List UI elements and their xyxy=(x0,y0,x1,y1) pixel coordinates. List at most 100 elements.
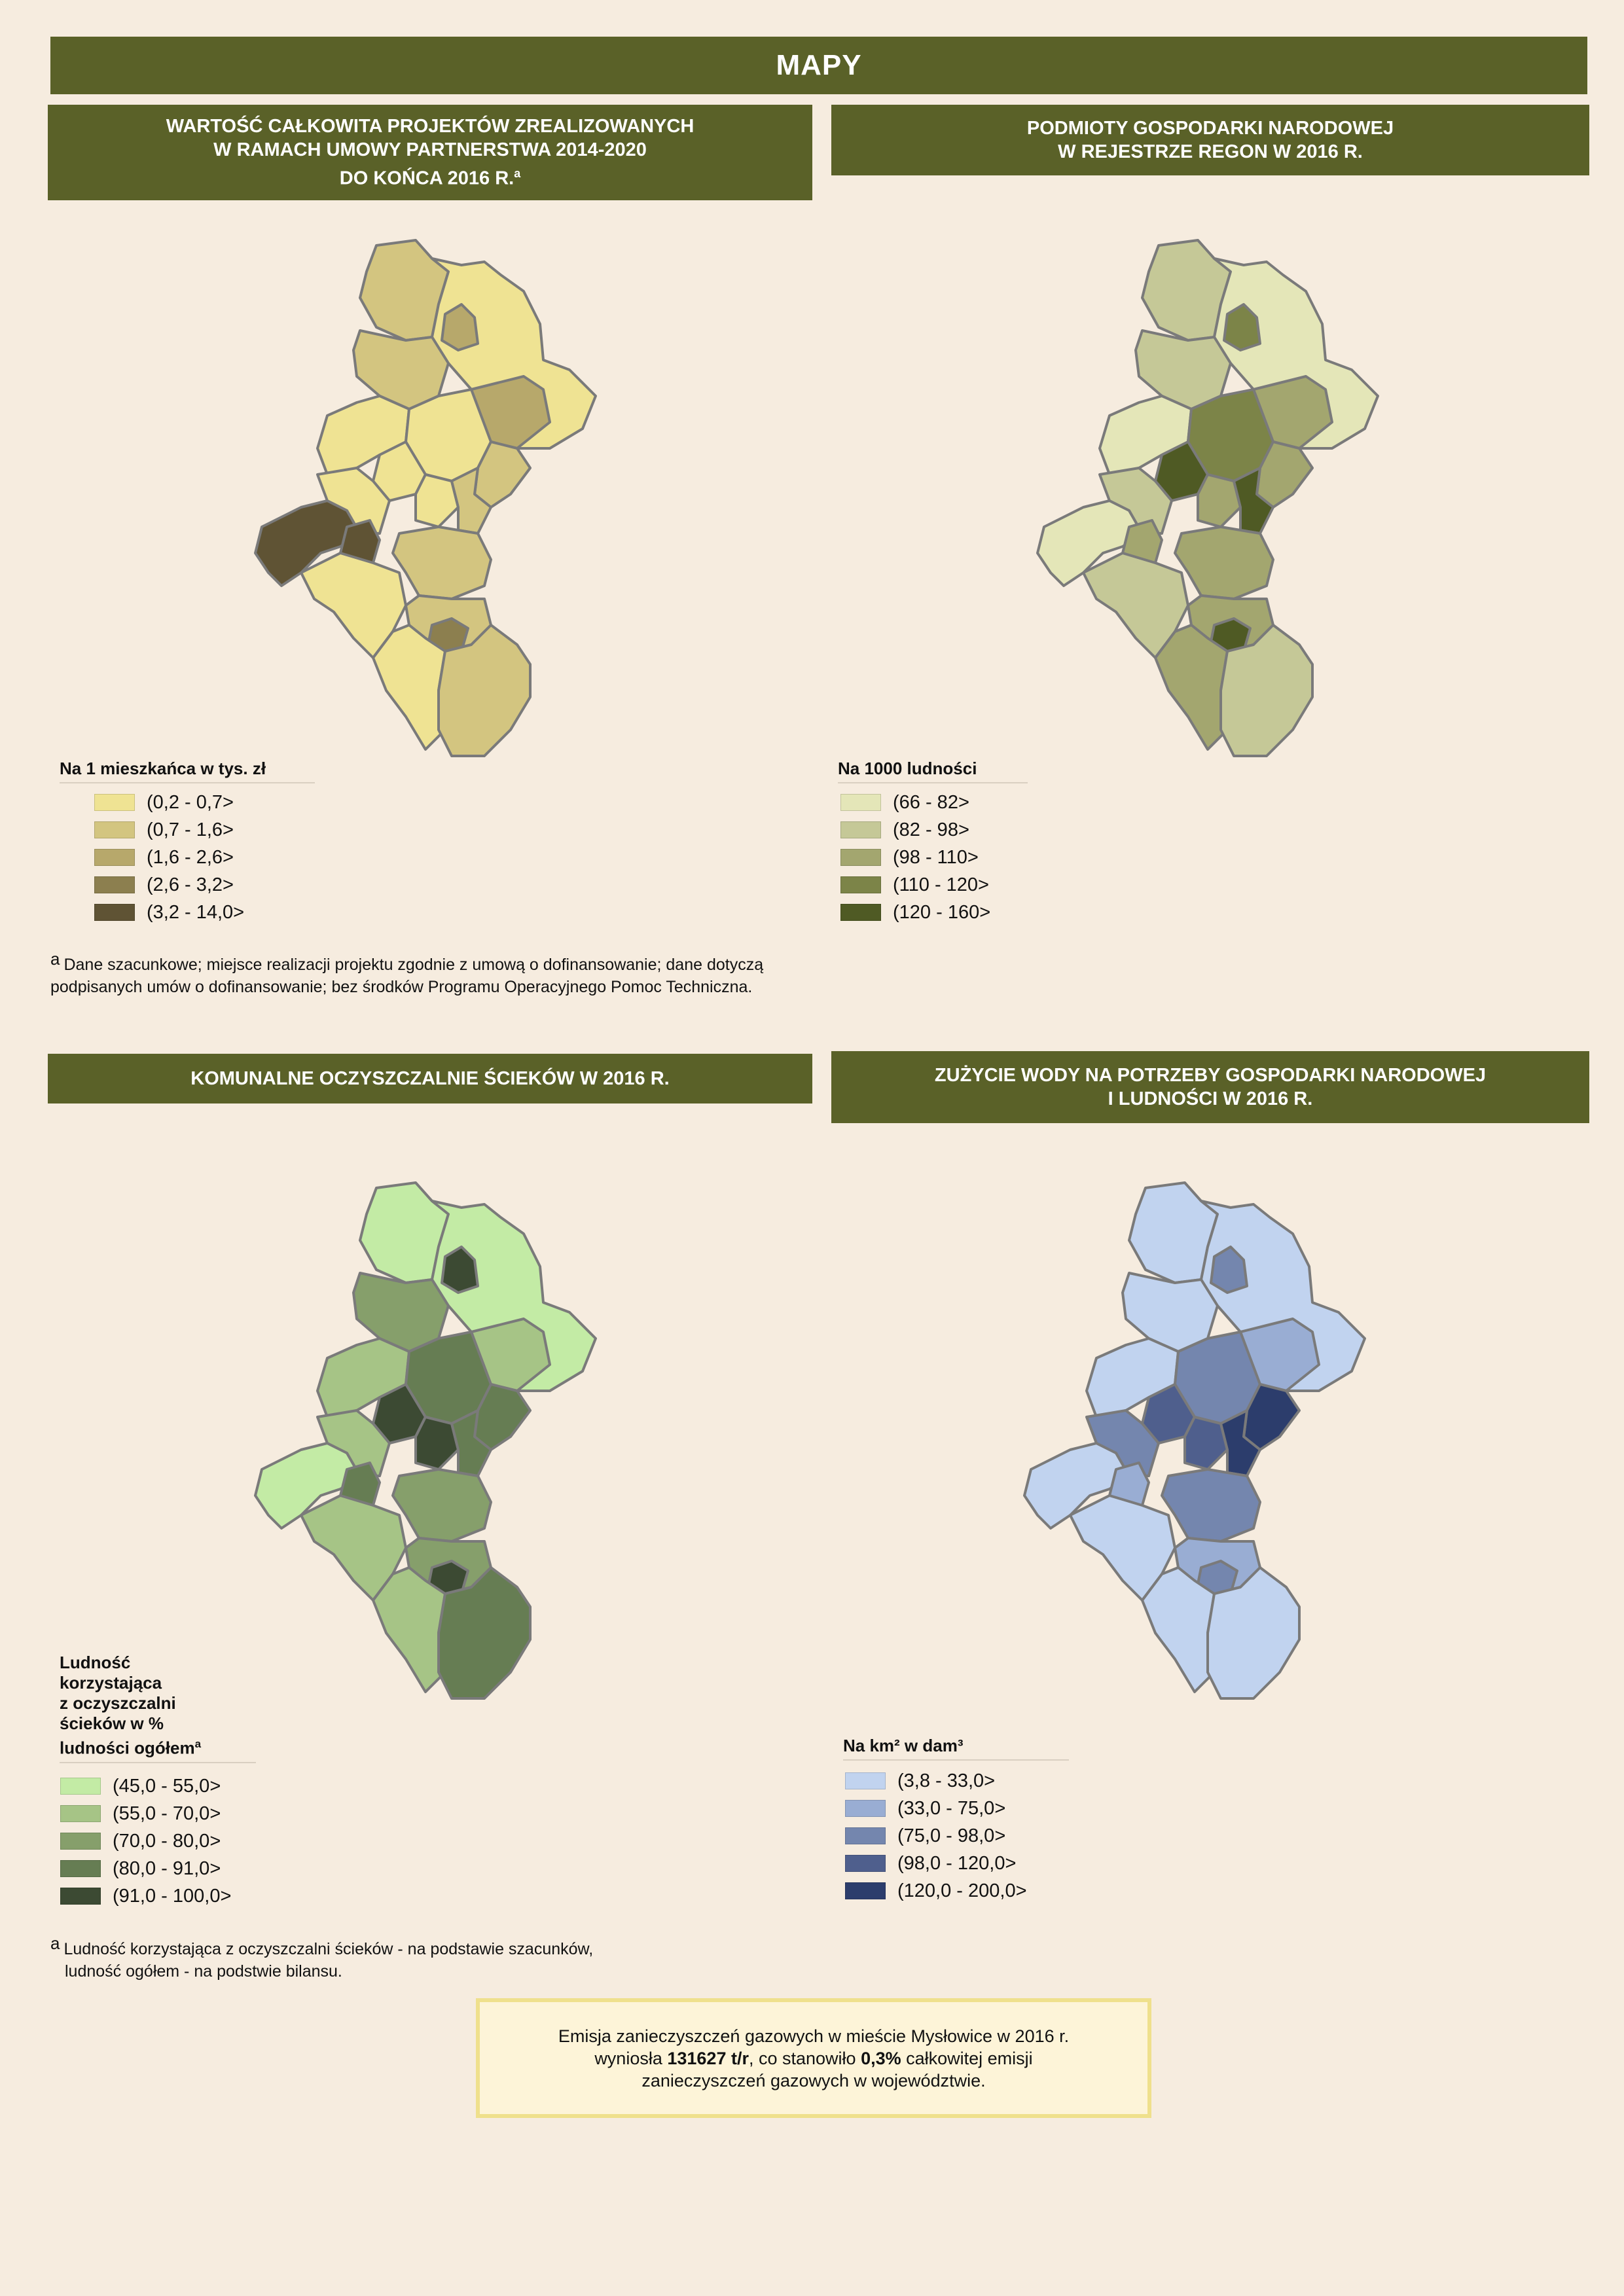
footnote-mark: a xyxy=(50,949,60,969)
map1-region-north-enclave xyxy=(441,303,479,351)
map2-region-map xyxy=(1036,239,1379,757)
legend-item: (98 - 110> xyxy=(840,844,990,871)
map4-region-map xyxy=(1023,1181,1366,1700)
map2-region-urban-3 xyxy=(1233,467,1274,535)
legend-label: (82 - 98> xyxy=(893,819,969,840)
legend-swatch xyxy=(845,1827,886,1844)
map3-region-south-far xyxy=(372,1566,446,1693)
legend-swatch xyxy=(845,1772,886,1789)
legend-item: (0,2 - 0,7> xyxy=(94,789,244,816)
legend-label: (66 - 82> xyxy=(893,791,969,813)
info-line-3: zanieczyszczeń gazowych w województwie. xyxy=(641,2070,986,2090)
legend-item: (45,0 - 55,0> xyxy=(60,1772,231,1800)
legend-swatch xyxy=(60,1860,101,1877)
legend-swatch xyxy=(94,821,135,838)
map3-region-north-enclave xyxy=(441,1246,479,1294)
map4-region-west-lower xyxy=(1085,1409,1160,1477)
map3-legend-title: Ludność korzystająca z oczyszczalni ście… xyxy=(60,1653,201,1759)
footnote-text: Dane szacunkowe; miejsce realizacji proj… xyxy=(50,956,764,996)
map2-region-west-lower xyxy=(1098,467,1173,535)
map1-region-south-far xyxy=(372,624,446,751)
map2-region-north-enclave xyxy=(1223,303,1261,351)
map3-legend-title-line-2: korzystająca xyxy=(60,1673,162,1693)
info-line-2-middle: , co stanowiło xyxy=(748,2048,861,2068)
footnote-mark: a xyxy=(50,1933,60,1953)
info-line-2-suffix: całkowitej emisji xyxy=(901,2048,1033,2068)
legend-label: (75,0 - 98,0> xyxy=(897,1825,1006,1846)
map3-footnote: a Ludność korzystająca z oczyszczalni ści… xyxy=(50,1932,816,1982)
legend-swatch xyxy=(94,904,135,921)
legend-label: (33,0 - 75,0> xyxy=(897,1797,1006,1819)
page-title: MAPY xyxy=(50,37,1587,94)
legend-label: (98 - 110> xyxy=(893,846,979,868)
legend-item: (1,6 - 2,6> xyxy=(94,844,244,871)
map3-legend-note: a xyxy=(194,1738,202,1750)
map4-legend-title: Na km² w dam³ xyxy=(843,1736,964,1755)
map3-legend-title-line-3: z oczyszczalni xyxy=(60,1693,176,1713)
legend-label: (70,0 - 80,0> xyxy=(113,1830,221,1852)
legend-swatch xyxy=(94,876,135,893)
map2-title-banner: PODMIOTY GOSPODARKI NARODOWEJ W REJESTRZ… xyxy=(831,105,1589,175)
map1-regions xyxy=(254,239,597,757)
map3-region-far-west xyxy=(254,1442,361,1530)
legend-item: (120 - 160> xyxy=(840,899,990,926)
map2-title-line-1: PODMIOTY GOSPODARKI NARODOWEJ xyxy=(1026,118,1394,139)
share-value: 0,3% xyxy=(861,2048,901,2068)
emission-value: 131627 t/r xyxy=(667,2048,749,2068)
legend-item: (120,0 - 200,0> xyxy=(845,1877,1027,1905)
map4-title-line-2: I LUDNOŚCI W 2016 R. xyxy=(1108,1088,1313,1109)
map4-region-north-enclave xyxy=(1210,1246,1248,1294)
map1-footnote: a Dane szacunkowe; miejsce realizacji pro… xyxy=(50,948,816,998)
map1-region-south-center xyxy=(391,526,492,600)
map3-legend: (45,0 - 55,0> (55,0 - 70,0> (70,0 - 80,0… xyxy=(60,1772,231,1910)
map1-title-line-3: DO KOŃCA 2016 R. xyxy=(339,168,514,189)
legend-label: (0,2 - 0,7> xyxy=(147,791,234,813)
legend-label: (120,0 - 200,0> xyxy=(897,1880,1027,1901)
map4-regions xyxy=(1023,1181,1366,1700)
legend-item: (70,0 - 80,0> xyxy=(60,1827,231,1855)
map3-title-banner: KOMUNALNE OCZYSZCZALNIE ŚCIEKÓW W 2016 R… xyxy=(48,1054,812,1103)
map3-region-south-center xyxy=(391,1468,492,1543)
map2-region-south-center xyxy=(1174,526,1274,600)
map3-region-south-east xyxy=(437,1566,532,1700)
map1-title-note: a xyxy=(514,167,521,181)
map3-region-map xyxy=(254,1181,597,1700)
legend-swatch xyxy=(94,794,135,811)
map3-region-west-lower xyxy=(316,1409,391,1477)
map4-legend: (3,8 - 33,0> (33,0 - 75,0> (75,0 - 98,0>… xyxy=(845,1767,1027,1905)
legend-item: (2,6 - 3,2> xyxy=(94,871,244,899)
legend-label: (120 - 160> xyxy=(893,901,991,923)
map4-region-south-far xyxy=(1141,1566,1216,1693)
legend-item: (3,8 - 33,0> xyxy=(845,1767,1027,1795)
map2-region-far-west xyxy=(1036,499,1144,587)
map4-title-banner: ZUŻYCIE WODY NA POTRZEBY GOSPODARKI NARO… xyxy=(831,1051,1589,1123)
map3-regions xyxy=(254,1181,597,1700)
map1-region-far-west xyxy=(254,499,361,587)
legend-swatch xyxy=(840,876,881,893)
legend-swatch xyxy=(60,1778,101,1795)
map4-region-urban-3 xyxy=(1219,1409,1261,1477)
emission-info-box: Emisja zanieczyszczeń gazowych w mieście… xyxy=(476,1998,1151,2118)
legend-item: (98,0 - 120,0> xyxy=(845,1850,1027,1877)
legend-swatch xyxy=(60,1888,101,1905)
map2-region-south-east xyxy=(1219,624,1314,757)
legend-label: (98,0 - 120,0> xyxy=(897,1852,1017,1874)
map1-legend-rule xyxy=(60,782,315,783)
map4-region-south-east xyxy=(1206,1566,1301,1700)
footnote-line-2: ludność ogółem - na podstwie bilansu. xyxy=(65,1962,342,1981)
legend-item: (33,0 - 75,0> xyxy=(845,1795,1027,1822)
legend-item: (82 - 98> xyxy=(840,816,990,844)
legend-item: (91,0 - 100,0> xyxy=(60,1882,231,1910)
info-line-2-prefix: wyniosła xyxy=(594,2048,668,2068)
legend-item: (0,7 - 1,6> xyxy=(94,816,244,844)
legend-item: (55,0 - 70,0> xyxy=(60,1800,231,1827)
map2-region-south-far xyxy=(1154,624,1229,751)
legend-swatch xyxy=(60,1805,101,1822)
map2-regions xyxy=(1036,239,1379,757)
legend-label: (3,8 - 33,0> xyxy=(897,1770,996,1791)
legend-label: (45,0 - 55,0> xyxy=(113,1775,221,1797)
map4-region-far-west xyxy=(1023,1442,1130,1530)
map1-title-banner: WARTOŚĆ CAŁKOWITA PROJEKTÓW ZREALIZOWANY… xyxy=(48,105,812,200)
map1-title-line-2: W RAMACH UMOWY PARTNERSTWA 2014-2020 xyxy=(213,139,647,161)
legend-swatch xyxy=(840,849,881,866)
